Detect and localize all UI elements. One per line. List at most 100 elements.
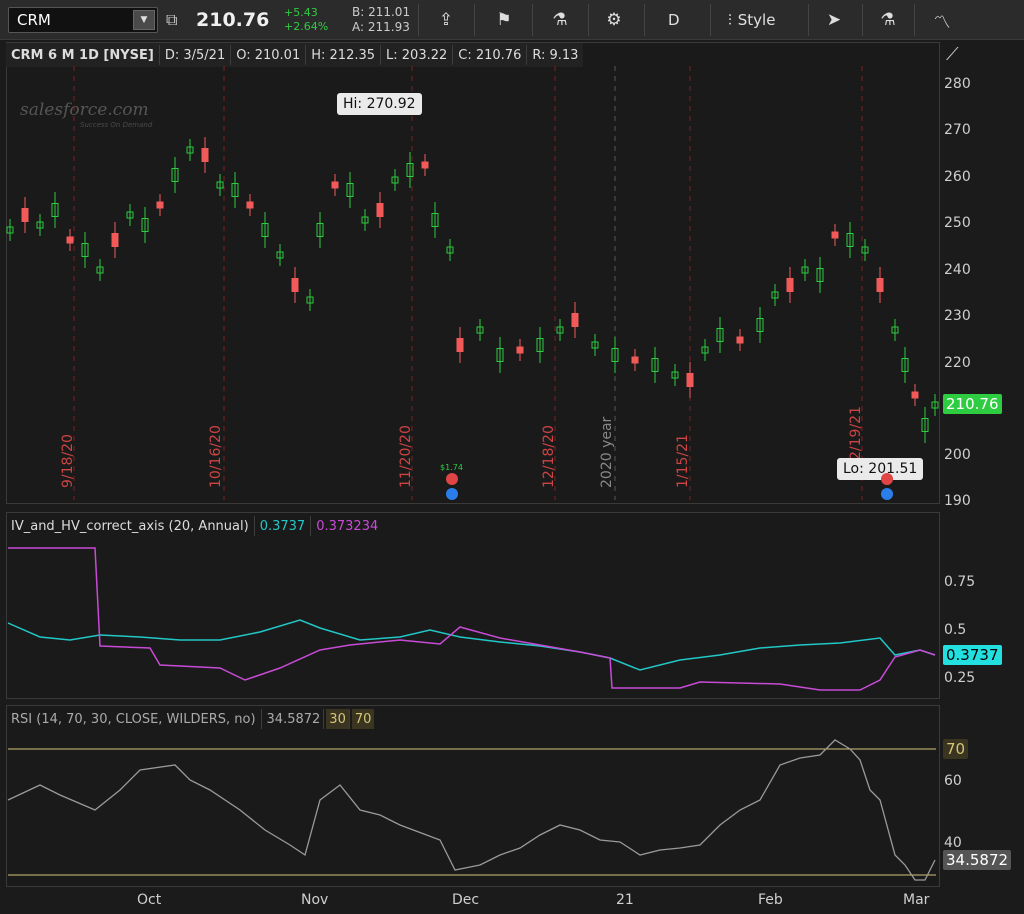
- header-range: R: 9.13: [532, 47, 579, 63]
- rsi-ob: 30: [326, 709, 350, 729]
- candle-body: [701, 346, 709, 354]
- candle-body: [431, 213, 439, 227]
- date-marker-2: 10/16/20: [208, 425, 224, 488]
- rsi-value: 34.5872: [262, 709, 325, 729]
- earnings-icon[interactable]: [446, 488, 458, 500]
- candle-body: [36, 221, 44, 229]
- candle-body: [261, 223, 269, 237]
- style-label: Style: [737, 11, 776, 29]
- candle-body: [331, 181, 339, 189]
- flask-icon[interactable]: ⚗: [552, 10, 568, 30]
- candle-body: [81, 243, 89, 257]
- drawing-icon[interactable]: 〽: [933, 12, 951, 33]
- drawing-tool-icon[interactable]: ⟋: [946, 44, 959, 65]
- price-header: CRM 6 M 1D [NYSE] D: 3/5/21 O: 210.01 H:…: [6, 43, 584, 67]
- candle-body: [801, 266, 809, 274]
- high-callout: Hi: 270.92: [337, 93, 422, 115]
- studies-flask-icon[interactable]: ⚗: [880, 10, 896, 30]
- rsi-line: [7, 739, 936, 881]
- rsi-tag: 34.5872: [943, 850, 1012, 870]
- candle-body: [571, 313, 579, 327]
- share-icon[interactable]: ⇪: [438, 10, 454, 30]
- rsi-header: RSI (14, 70, 30, CLOSE, WILDERS, no) 34.…: [6, 707, 375, 731]
- rsi-os: 70: [351, 709, 375, 729]
- iv-axis-025: 0.25: [944, 670, 976, 686]
- candle-body: [421, 161, 429, 169]
- month-dec: Dec: [452, 892, 480, 908]
- hv-value: 0.373234: [316, 518, 379, 534]
- last-price-tag: 210.76: [943, 394, 1002, 414]
- candle-body: [876, 278, 884, 292]
- candle-body: [6, 226, 14, 234]
- symbol-value: CRM: [17, 11, 51, 29]
- candle-body: [631, 356, 639, 364]
- chart-title: CRM 6 M 1D [NYSE]: [6, 45, 160, 65]
- chart-style-icon: ⫶: [728, 11, 732, 29]
- rsi-study-name: RSI (14, 70, 30, CLOSE, WILDERS, no): [6, 709, 262, 729]
- price-axis-230: 230: [944, 308, 971, 324]
- link-icon[interactable]: ⧉: [166, 10, 178, 29]
- candle-body: [126, 211, 134, 219]
- date-marker-6: 2/19/21: [848, 406, 864, 460]
- candle-body: [231, 183, 239, 197]
- candle-body: [716, 328, 724, 342]
- candle-body: [111, 233, 119, 247]
- cursor-icon[interactable]: ➤: [826, 10, 842, 30]
- candle-body: [361, 216, 369, 224]
- candle-body: [446, 246, 454, 254]
- style-button[interactable]: ⫶ Style: [728, 0, 775, 40]
- month-21: 21: [616, 892, 634, 908]
- candle-body: [306, 296, 314, 304]
- interval-button[interactable]: D: [668, 11, 680, 29]
- rsi-panel[interactable]: [6, 705, 940, 887]
- date-marker-5: 1/15/21: [675, 434, 691, 488]
- price-panel[interactable]: [6, 42, 940, 504]
- candle-body: [141, 218, 149, 232]
- candle-body: [911, 391, 919, 399]
- price-axis-190: 190: [944, 493, 971, 509]
- price-axis-270: 270: [944, 122, 971, 138]
- dividend-icon[interactable]: [446, 473, 458, 485]
- candle-body: [276, 251, 284, 259]
- date-marker-3: 11/20/20: [398, 425, 414, 488]
- candle-body: [591, 341, 599, 349]
- symbol-input[interactable]: CRM ▼: [8, 7, 158, 33]
- header-close: C: 210.76: [453, 45, 528, 65]
- candle-body: [671, 371, 679, 379]
- event-icon[interactable]: [881, 473, 893, 485]
- rsi-70-tag: 70: [943, 739, 969, 759]
- candle-body: [536, 338, 544, 352]
- candle-body: [816, 268, 824, 282]
- candle-body: [201, 148, 209, 162]
- candle-body: [246, 201, 254, 209]
- candle-body: [901, 358, 909, 372]
- salesforce-logo: salesforce.com: [20, 100, 149, 120]
- flag-icon[interactable]: ⚑: [496, 10, 512, 30]
- candle-body: [611, 348, 619, 362]
- candle-body: [391, 176, 399, 184]
- month-feb: Feb: [758, 892, 783, 908]
- price-axis-280: 280: [944, 76, 971, 92]
- candle-body: [931, 401, 939, 409]
- header-date: D: 3/5/21: [160, 45, 232, 65]
- candle-body: [346, 183, 354, 197]
- price-change: +5.43 +2.64%: [284, 0, 328, 40]
- candle-body: [66, 236, 74, 244]
- rsi-axis-60: 60: [944, 773, 962, 789]
- candle-body: [556, 326, 564, 334]
- candle-body: [891, 326, 899, 334]
- year-marker: 2020 year: [599, 416, 615, 488]
- date-marker-4: 12/18/20: [541, 425, 557, 488]
- iv-panel[interactable]: [6, 512, 940, 699]
- symbol-dropdown-button[interactable]: ▼: [133, 10, 155, 30]
- price-axis-240: 240: [944, 262, 971, 278]
- iv-study-name: IV_and_HV_correct_axis (20, Annual): [6, 516, 255, 536]
- month-mar: Mar: [903, 892, 930, 908]
- earnings-icon-2[interactable]: [881, 488, 893, 500]
- gear-icon[interactable]: ⚙: [606, 10, 622, 30]
- change-value: +5.43: [284, 6, 318, 19]
- candle-body: [456, 338, 464, 352]
- price-axis-200: 200: [944, 447, 971, 463]
- candle-body: [846, 233, 854, 247]
- candle-body: [186, 146, 194, 154]
